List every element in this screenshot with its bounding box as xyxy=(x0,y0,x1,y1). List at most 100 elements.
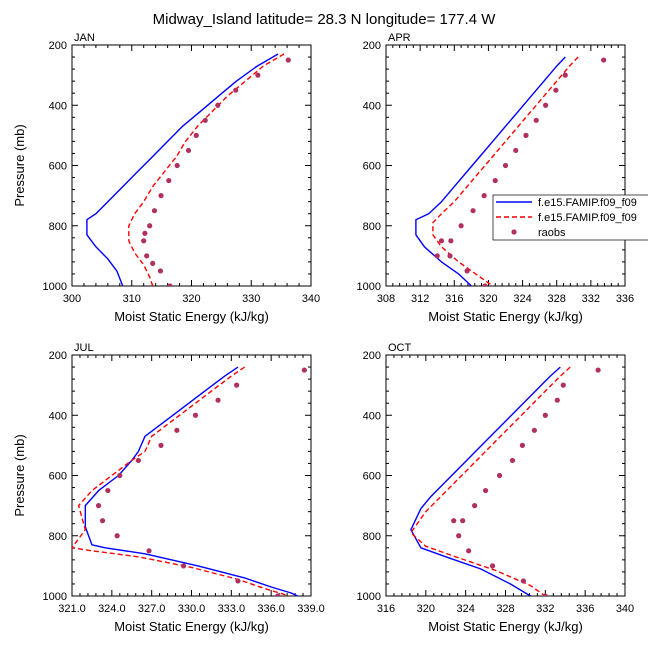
x-axis-label: Moist Static Energy (kJ/kg) xyxy=(114,619,269,634)
x-tick-label: 340 xyxy=(302,293,320,305)
y-tick-label: 600 xyxy=(49,161,67,173)
y-tick-label: 400 xyxy=(49,100,67,112)
raob-point xyxy=(215,397,221,403)
x-tick-label: 300 xyxy=(63,293,81,305)
raob-point xyxy=(105,487,111,494)
raob-point xyxy=(482,487,489,494)
panel-jan: 300 310 320 330 340 200 400 600 800 1000 JAN Moist … xyxy=(12,32,320,324)
x-tick-label: 332 xyxy=(536,603,554,615)
model2-line xyxy=(432,56,579,286)
x-tick-label: 312 xyxy=(411,293,429,305)
legend: f.e15.FAMIP.f09_f09 f.e15.FAMIP.f09_f09ra… xyxy=(492,194,648,241)
y-tick-label: 1000 xyxy=(43,591,67,603)
raob-point xyxy=(542,593,548,596)
y-tick-label: 200 xyxy=(363,350,381,362)
raob-point xyxy=(456,533,462,539)
y-tick-label: 1000 xyxy=(357,281,381,293)
model2-line xyxy=(128,53,285,286)
raob-point xyxy=(192,412,199,418)
raob-point xyxy=(554,397,560,403)
x-tick-label: 336 xyxy=(576,603,594,615)
x-tick-label: 339.0 xyxy=(297,603,325,615)
x-tick-label: 330.0 xyxy=(178,603,206,615)
raob-point xyxy=(158,193,164,199)
legend-label: f.e15.FAMIP.f09_f09 xyxy=(538,197,637,209)
raob-point xyxy=(502,162,509,169)
data-area xyxy=(415,56,607,286)
data-area xyxy=(86,53,291,286)
raob-point xyxy=(185,147,192,154)
x-tick-label: 316 xyxy=(445,293,463,305)
x-tick-label: 336 xyxy=(616,293,634,305)
raob-point xyxy=(460,518,466,524)
x-tick-label: 332 xyxy=(582,293,600,305)
panel-oct: 316 320 324 328 332 336 340 200 400 600 800 1000 OCT… xyxy=(357,342,635,634)
raob-point xyxy=(542,412,548,418)
x-tick-label: 324 xyxy=(513,293,531,305)
y-tick-label: 800 xyxy=(363,531,381,543)
raob-point xyxy=(117,472,123,479)
raob-point xyxy=(150,260,156,267)
raob-point xyxy=(560,382,566,388)
raob-point xyxy=(601,57,607,63)
raob-point xyxy=(146,548,152,554)
raob-point xyxy=(464,268,470,274)
x-tick-label: 340 xyxy=(616,603,634,615)
panel-label: OCT xyxy=(388,342,412,354)
raob-point xyxy=(174,427,180,433)
raob-point xyxy=(447,253,453,259)
raob-point xyxy=(448,238,454,244)
raob-point xyxy=(235,578,241,584)
x-tick-label: 320 xyxy=(182,293,200,305)
panel-apr: 308 312 316 320 324 328 332 336 200 400 600 800 1000… xyxy=(357,32,635,324)
y-tick-label: 200 xyxy=(363,40,381,52)
y-tick-label: 600 xyxy=(49,471,67,483)
y-tick-label: 400 xyxy=(363,410,381,422)
raob-point xyxy=(141,238,147,244)
x-axis-label: Moist Static Energy (kJ/kg) xyxy=(114,309,269,324)
raob-point xyxy=(470,208,476,214)
x-axis-label: Moist Static Energy (kJ/kg) xyxy=(428,619,583,634)
raob-point xyxy=(285,57,291,63)
y-tick-label: 200 xyxy=(49,40,67,52)
raob-point xyxy=(193,132,199,138)
raob-point xyxy=(523,132,529,138)
raob-point xyxy=(466,548,472,554)
raob-point xyxy=(481,193,487,199)
plot-frame xyxy=(71,44,312,287)
raob-point xyxy=(255,72,261,78)
model2-line xyxy=(72,366,292,596)
model1-line xyxy=(84,366,300,596)
plot-frame xyxy=(71,354,312,597)
model1-line xyxy=(415,56,566,286)
y-tick-label: 800 xyxy=(49,531,67,543)
raob-point xyxy=(114,533,120,539)
raob-point xyxy=(482,283,488,286)
raob-point xyxy=(135,457,141,464)
x-tick-label: 324 xyxy=(456,603,474,615)
raob-point xyxy=(489,563,496,569)
x-tick-label: 336.0 xyxy=(257,603,285,615)
panel-jul: 321.0 324.0 327.0 330.0 333.0 336.0 339.0 200 40… xyxy=(12,342,325,634)
raob-point xyxy=(147,223,153,229)
raob-point xyxy=(215,102,221,108)
raob-point xyxy=(451,518,457,524)
panel-label: JAN xyxy=(74,32,95,44)
x-tick-label: 320 xyxy=(479,293,497,305)
y-tick-label: 800 xyxy=(363,221,381,233)
x-tick-label: 330 xyxy=(242,293,260,305)
x-tick-label: 320 xyxy=(417,603,435,615)
y-axis-label: Pressure (mb) xyxy=(12,124,27,206)
x-tick-label: 328 xyxy=(496,603,514,615)
raob-point xyxy=(234,382,240,388)
y-tick-label: 400 xyxy=(363,100,381,112)
raob-point xyxy=(496,472,503,479)
raob-point xyxy=(158,442,164,448)
x-axis-label: Moist Static Energy (kJ/kg) xyxy=(428,309,583,324)
raob-point xyxy=(513,147,519,154)
y-tick-label: 1000 xyxy=(43,281,67,293)
x-tick-label: 328 xyxy=(548,293,566,305)
raob-point xyxy=(174,162,180,169)
y-axis-label: Pressure (mb) xyxy=(12,434,27,516)
